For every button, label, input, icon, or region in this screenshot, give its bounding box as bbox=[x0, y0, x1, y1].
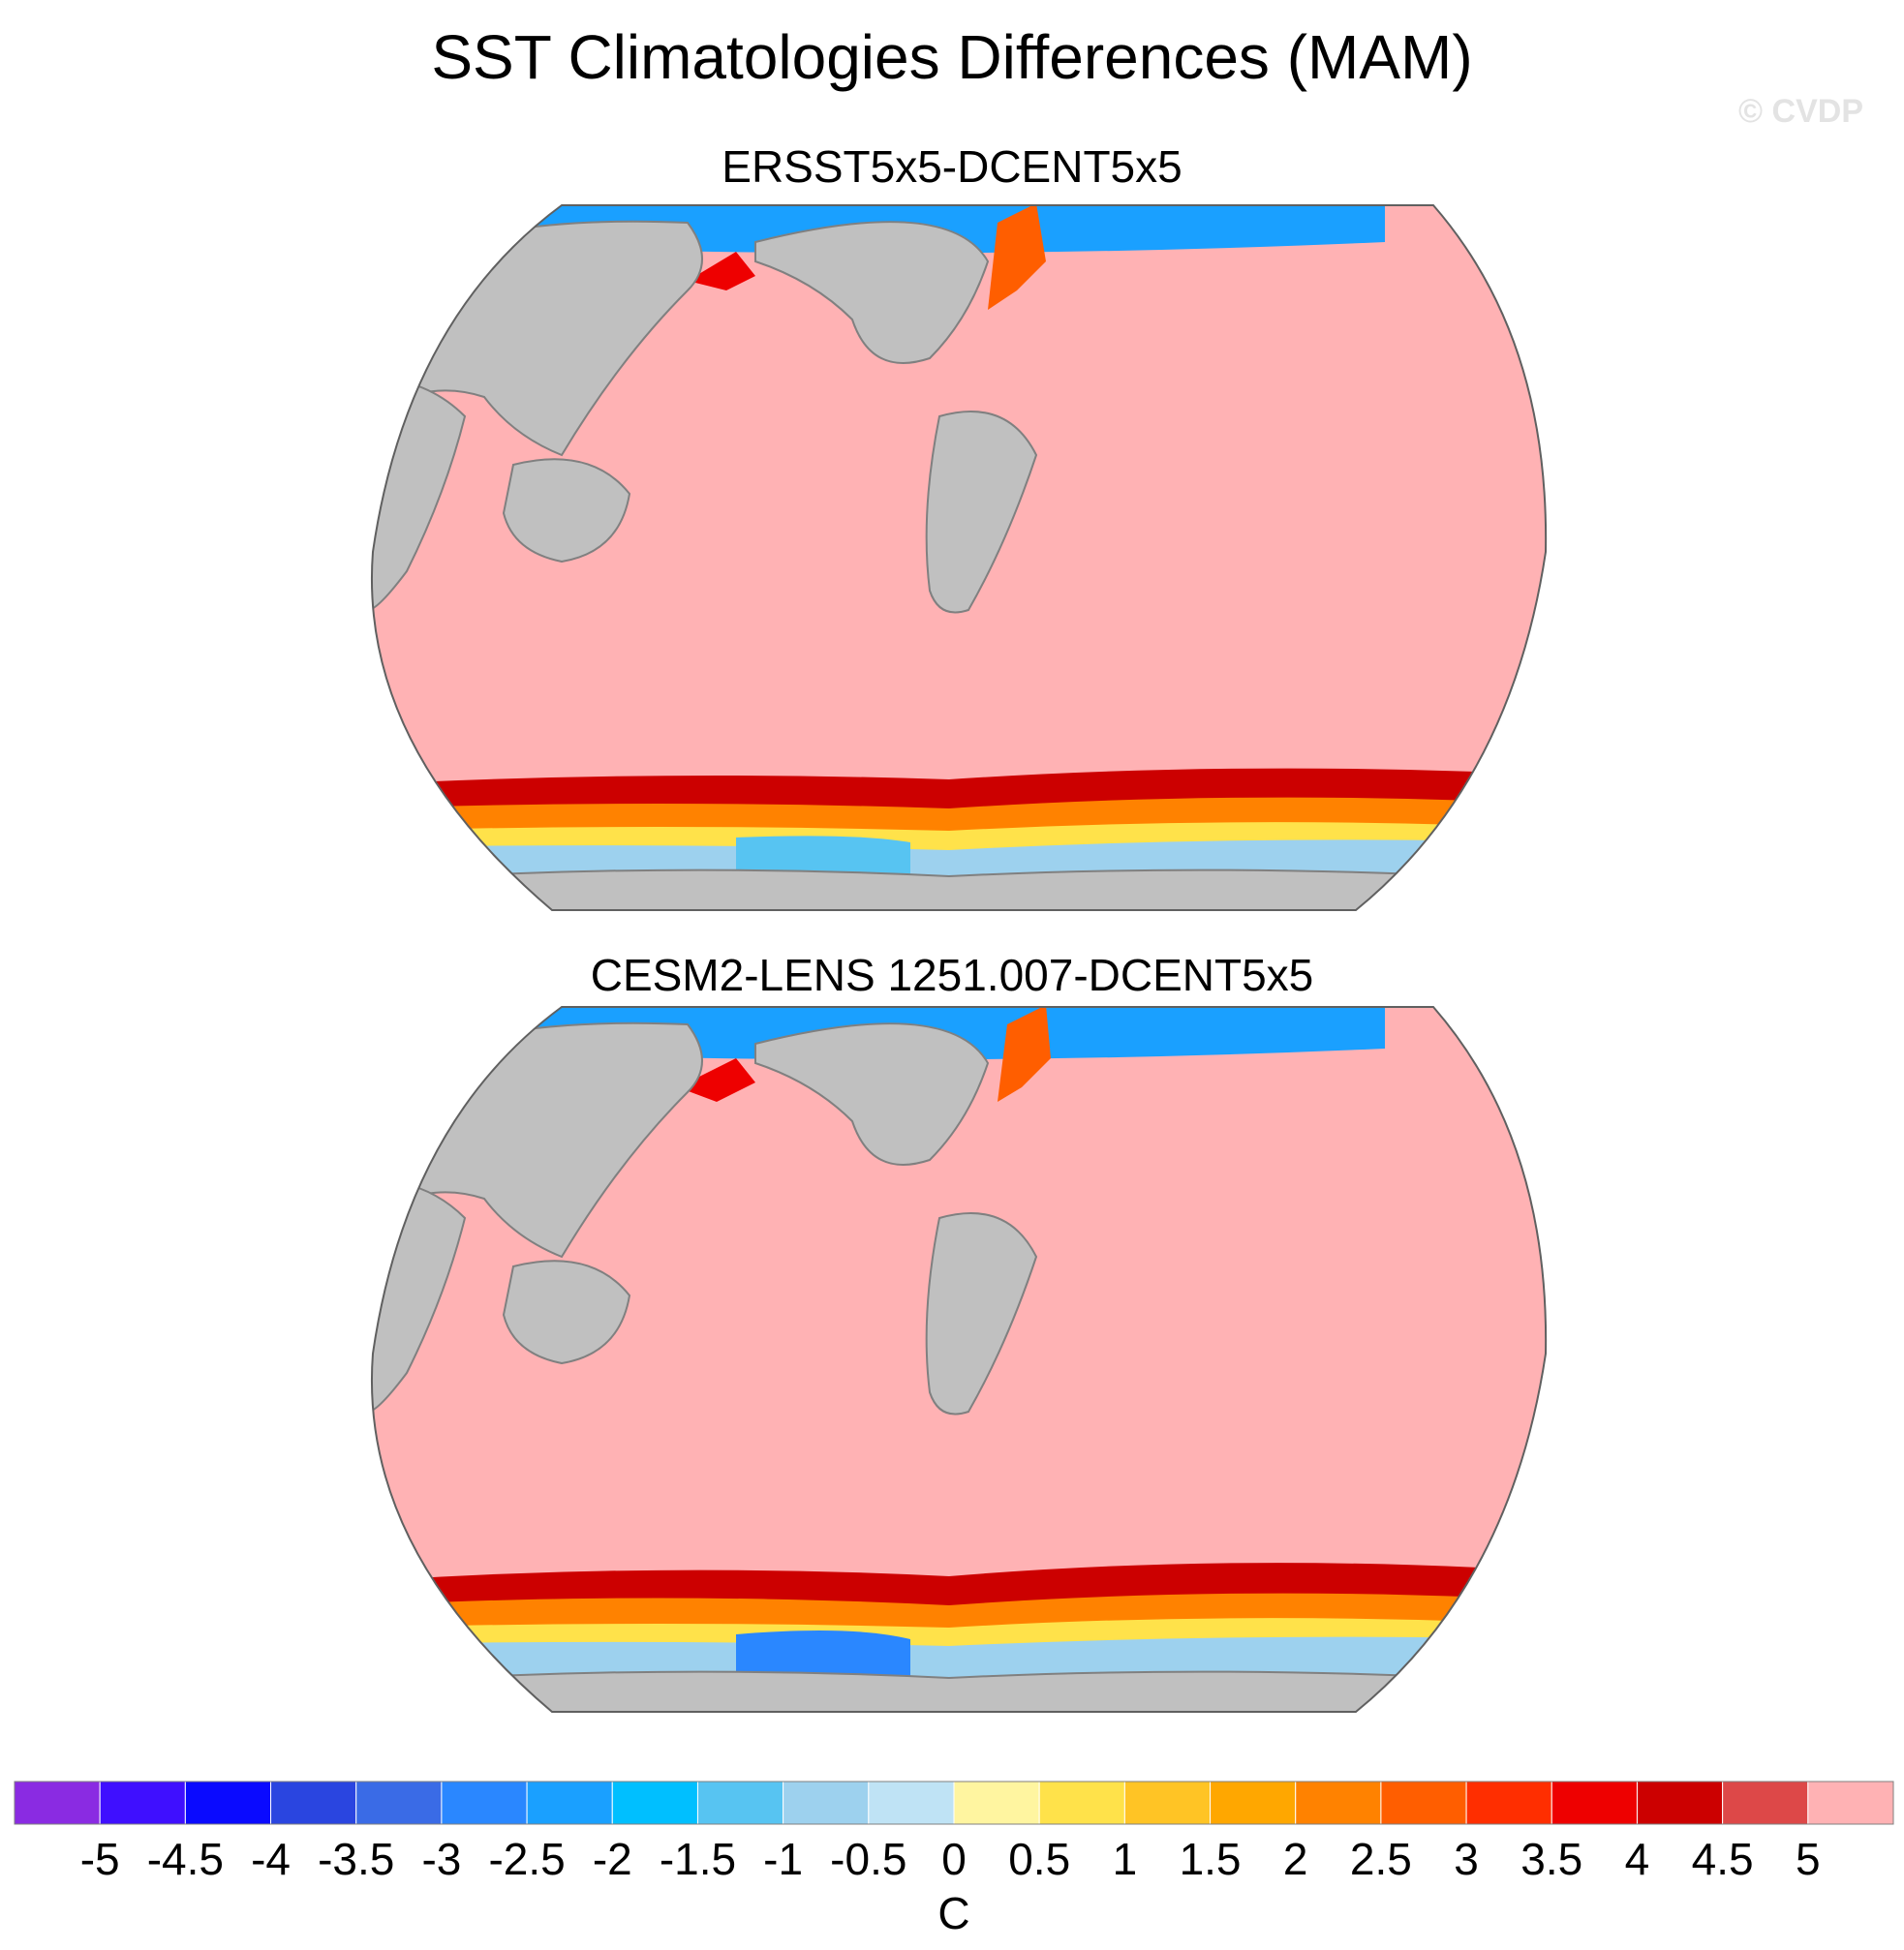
australia-land bbox=[502, 1260, 631, 1365]
colorbar-swatch bbox=[1465, 1781, 1552, 1825]
panel-2-title: CESM2-LENS 1251.007-DCENT5x5 bbox=[590, 950, 1314, 1000]
colorbar-tick-label: 5 bbox=[1796, 1834, 1821, 1884]
colorbar-swatch bbox=[355, 1781, 443, 1825]
panel-2-map bbox=[371, 1006, 1548, 1713]
colorbar-tick-label: -4.5 bbox=[147, 1834, 224, 1884]
colorbar-swatch bbox=[99, 1781, 186, 1825]
colorbar-swatch bbox=[1210, 1781, 1297, 1825]
north-america-land bbox=[754, 221, 990, 364]
okhotsk-warm bbox=[678, 1058, 755, 1102]
labrador-warm bbox=[988, 205, 1046, 310]
colorbar-swatch bbox=[696, 1781, 784, 1825]
colorbar-tick-label: 3 bbox=[1454, 1834, 1479, 1884]
colorbar-swatch bbox=[1038, 1781, 1125, 1825]
colorbar-swatch bbox=[441, 1781, 528, 1825]
colorbar-tick-label: -2.5 bbox=[488, 1834, 565, 1884]
colorbar-swatch bbox=[1380, 1781, 1467, 1825]
colorbar-tick-label: 0.5 bbox=[1008, 1834, 1070, 1884]
colorbar-swatch bbox=[1295, 1781, 1382, 1825]
colorbar-tick-label: 0 bbox=[941, 1834, 967, 1884]
colorbar-tick-label: 4 bbox=[1625, 1834, 1650, 1884]
colorbar-tick-label: 2.5 bbox=[1350, 1834, 1412, 1884]
australia-land bbox=[502, 458, 631, 564]
south-america-land bbox=[925, 411, 1038, 614]
colorbar-tick-label: -4 bbox=[251, 1834, 291, 1884]
figure-title: SST Climatologies Differences (MAM) bbox=[431, 22, 1473, 92]
arctic-blue bbox=[513, 205, 1385, 254]
panel-1-map bbox=[371, 204, 1548, 911]
colorbar-swatch bbox=[270, 1781, 357, 1825]
map-2-border bbox=[371, 1006, 1548, 1713]
watermark: © CVDP bbox=[1738, 93, 1863, 130]
colorbar-swatch bbox=[1551, 1781, 1638, 1825]
colorbar-tick-label: -2 bbox=[593, 1834, 632, 1884]
colorbar-swatch bbox=[868, 1781, 955, 1825]
colorbar-swatch bbox=[1636, 1781, 1724, 1825]
map-1-border bbox=[371, 204, 1548, 911]
panel-1-title: ERSST5x5-DCENT5x5 bbox=[722, 141, 1182, 192]
okhotsk-warm bbox=[688, 252, 755, 290]
colorbar-tick-label: -3 bbox=[421, 1834, 461, 1884]
colorbar-outline bbox=[14, 1781, 1894, 1825]
colorbar-tick-label: 1 bbox=[1113, 1834, 1138, 1884]
colorbar-swatch bbox=[953, 1781, 1040, 1825]
colorbar-tick-label: 1.5 bbox=[1180, 1834, 1242, 1884]
colorbar-tick-label: -5 bbox=[80, 1834, 120, 1884]
colorbar-tick-label: -1 bbox=[763, 1834, 803, 1884]
colorbar-tick-label: 3.5 bbox=[1520, 1834, 1582, 1884]
colorbar-swatch bbox=[1722, 1781, 1809, 1825]
colorbar-swatch bbox=[611, 1781, 698, 1825]
labrador-warm bbox=[998, 1007, 1051, 1102]
south-america-land bbox=[925, 1212, 1038, 1416]
colorbar-swatch bbox=[184, 1781, 272, 1825]
colorbar-swatch bbox=[1123, 1781, 1212, 1825]
colorbar-tick-label: 2 bbox=[1283, 1834, 1308, 1884]
colorbar-units-label: C bbox=[937, 1888, 969, 1938]
colorbar-swatch bbox=[783, 1781, 870, 1825]
colorbar-tick-label: -0.5 bbox=[830, 1834, 906, 1884]
colorbar-swatch bbox=[1807, 1781, 1894, 1825]
colorbar-swatch bbox=[526, 1781, 613, 1825]
colorbar-tick-label: 4.5 bbox=[1692, 1834, 1754, 1884]
colorbar-tick-label: -3.5 bbox=[318, 1834, 394, 1884]
colorbar-swatch bbox=[14, 1781, 101, 1825]
north-america-land bbox=[754, 1022, 990, 1166]
colorbar-tick-label: -1.5 bbox=[660, 1834, 736, 1884]
